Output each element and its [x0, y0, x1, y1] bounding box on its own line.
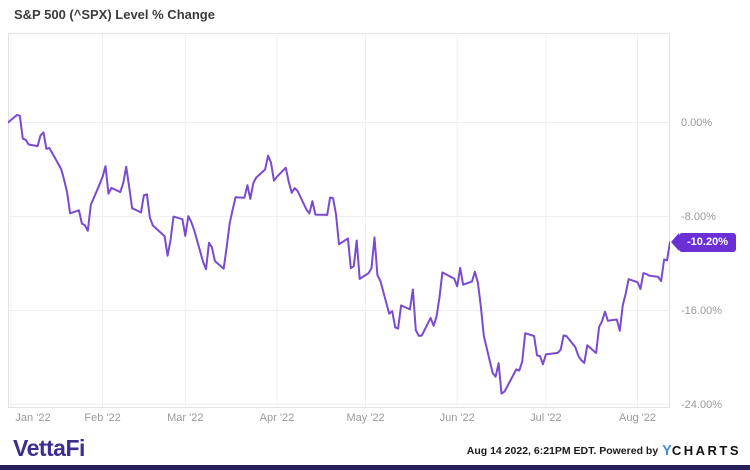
x-axis-label: Jan '22: [15, 412, 51, 424]
x-axis-label: May '22: [346, 412, 385, 424]
y-axis-label: -24.00%: [681, 398, 722, 411]
page-title: S&P 500 (^SPX) Level % Change: [14, 7, 215, 22]
x-axis-label: Jun '22: [439, 412, 475, 424]
x-axis-label: Feb '22: [84, 412, 121, 424]
badge-label: -10.20%: [687, 235, 728, 248]
x-axis-label: Aug '22: [619, 412, 656, 424]
y-axis-label: 0.00%: [681, 116, 713, 129]
ycharts-logo[interactable]: Y CHARTS: [662, 443, 741, 459]
ycharts-wordmark: CHARTS: [671, 443, 741, 458]
attribution: Aug 14 2022, 6:21PM EDT. Powered by Y CH…: [467, 443, 741, 459]
y-axis-label: -8.00%: [681, 210, 716, 223]
x-axis-label: Mar '22: [167, 412, 204, 424]
bottom-accent-bar: [0, 465, 750, 470]
last-value-badge: -10.20%: [671, 232, 736, 252]
vettafi-logo[interactable]: VettaFi: [13, 435, 85, 461]
badge-arrow-icon: [671, 232, 679, 251]
x-axis-label: Jul '22: [530, 412, 562, 424]
chart-plot-area[interactable]: [8, 33, 670, 408]
timestamp-text: Aug 14 2022, 6:21PM EDT. Powered by: [466, 445, 659, 457]
ycharts-y-glyph: Y: [662, 443, 672, 459]
y-axis-label: -16.00%: [681, 304, 722, 317]
x-axis-label: Apr '22: [259, 412, 295, 424]
